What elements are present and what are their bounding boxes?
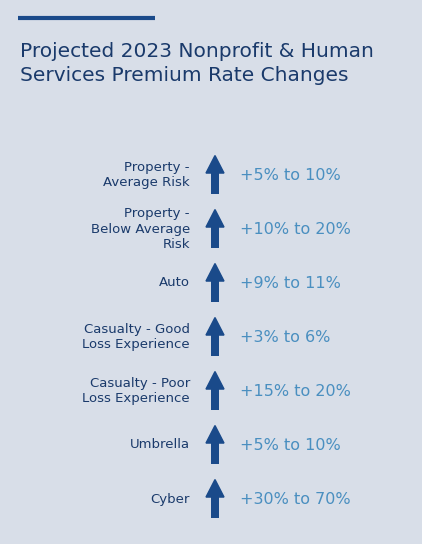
FancyBboxPatch shape [211,443,219,465]
FancyBboxPatch shape [211,497,219,518]
Text: Property -
Below Average
Risk: Property - Below Average Risk [91,207,190,251]
Text: +10% to 20%: +10% to 20% [240,221,351,237]
Polygon shape [206,318,224,335]
FancyBboxPatch shape [211,389,219,410]
FancyBboxPatch shape [211,281,219,302]
Polygon shape [206,263,224,281]
Polygon shape [206,372,224,389]
Text: +5% to 10%: +5% to 10% [240,168,341,182]
Text: Property -
Average Risk: Property - Average Risk [103,160,190,189]
Text: Umbrella: Umbrella [130,438,190,452]
Text: +9% to 11%: +9% to 11% [240,275,341,290]
Polygon shape [206,156,224,173]
FancyBboxPatch shape [211,335,219,356]
FancyBboxPatch shape [211,227,219,249]
Text: +3% to 6%: +3% to 6% [240,330,330,344]
Polygon shape [206,209,224,227]
Text: Casualty - Good
Loss Experience: Casualty - Good Loss Experience [82,323,190,351]
FancyBboxPatch shape [211,173,219,194]
Text: Cyber: Cyber [151,492,190,505]
Polygon shape [206,480,224,497]
Text: +5% to 10%: +5% to 10% [240,437,341,453]
Polygon shape [206,425,224,443]
Text: +30% to 70%: +30% to 70% [240,491,351,506]
Text: Auto: Auto [159,276,190,289]
Text: Casualty - Poor
Loss Experience: Casualty - Poor Loss Experience [82,377,190,405]
Text: Projected 2023 Nonprofit & Human
Services Premium Rate Changes: Projected 2023 Nonprofit & Human Service… [20,42,374,85]
Text: +15% to 20%: +15% to 20% [240,384,351,399]
